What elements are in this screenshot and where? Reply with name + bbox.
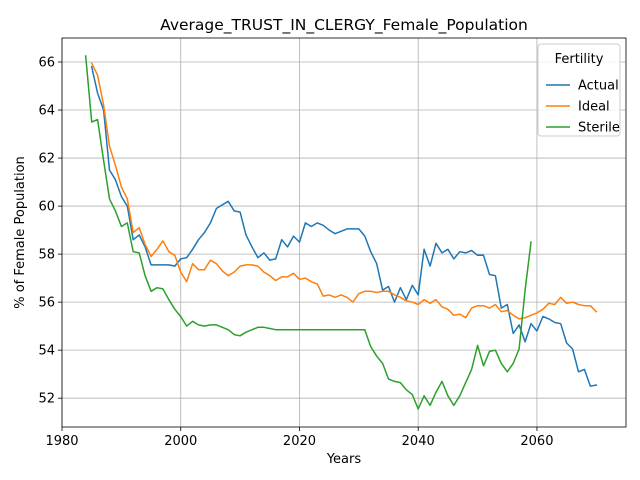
x-tick-label: 2040 xyxy=(402,434,435,449)
y-tick-label: 58 xyxy=(38,248,55,263)
axis-ticks: 1980 2000 2020 2040 2060 52 54 56 58 60 62 64 66 xyxy=(38,56,553,449)
grid-lines xyxy=(61,38,626,427)
y-tick-label: 52 xyxy=(38,392,55,407)
legend-box xyxy=(537,43,621,137)
legend-items: Actual Ideal Sterile xyxy=(546,79,620,136)
x-tick-label: 1980 xyxy=(45,434,78,449)
plot-area-frame xyxy=(61,37,627,428)
y-tick-label: 60 xyxy=(38,200,55,215)
y-tick-label: 56 xyxy=(38,296,55,311)
legend: Fertility Actual Ideal Sterile xyxy=(537,43,621,137)
y-tick-label: 62 xyxy=(38,152,55,167)
x-tick-label: 2000 xyxy=(164,434,197,449)
legend-label-ideal: Ideal xyxy=(578,100,610,115)
chart-title: Average_TRUST_IN_CLERGY_Female_Populatio… xyxy=(160,16,528,35)
series-line-sterile xyxy=(84,55,532,410)
y-tick-label: 54 xyxy=(38,344,55,359)
series-line-ideal xyxy=(90,62,598,320)
y-tick-label: 64 xyxy=(38,104,55,119)
legend-title: Fertility xyxy=(555,52,604,67)
x-tick-label: 2020 xyxy=(283,434,316,449)
data-series xyxy=(84,55,598,410)
y-tick-label: 66 xyxy=(38,56,55,71)
y-axis-title: % of Female Population xyxy=(13,156,28,309)
legend-label-sterile: Sterile xyxy=(578,121,620,136)
legend-label-actual: Actual xyxy=(578,79,619,94)
x-axis-title: Years xyxy=(326,452,362,467)
x-tick-label: 2060 xyxy=(520,434,553,449)
series-line-actual xyxy=(90,65,598,387)
